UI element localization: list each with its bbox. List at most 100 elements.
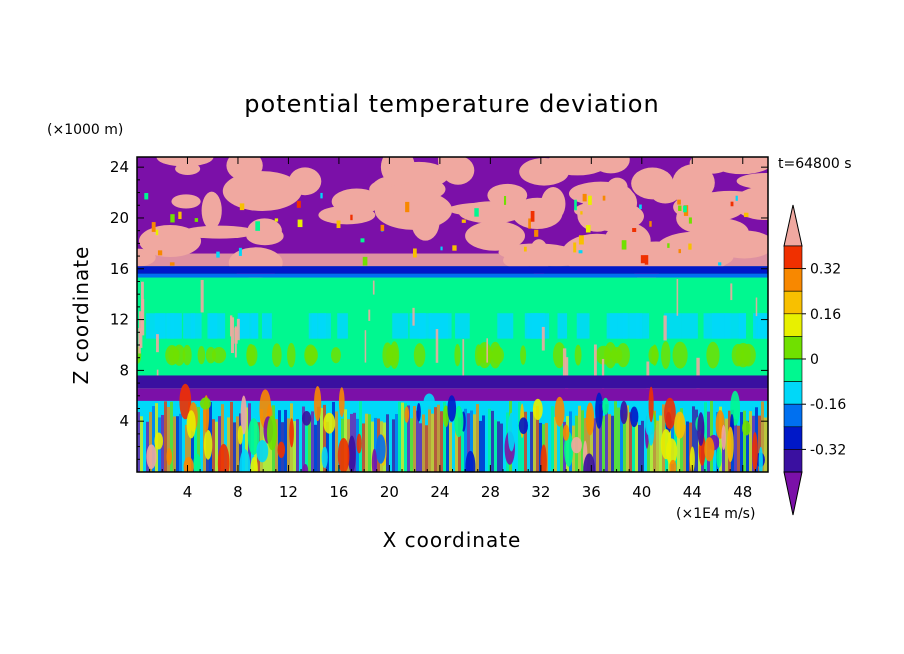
y-tick-label: 4 <box>119 412 129 430</box>
boundary-eddy <box>620 400 628 425</box>
upper-speck <box>649 221 652 227</box>
upper-patch <box>156 157 214 167</box>
middle-cyan-streak <box>429 313 452 339</box>
boundary-streak <box>548 407 551 472</box>
upper-patch <box>201 191 222 230</box>
boundary-eddy <box>217 443 230 472</box>
boundary-streak <box>422 414 425 472</box>
upper-speck <box>155 229 159 236</box>
colorbar-extend-top <box>783 204 803 247</box>
boundary-streak <box>737 425 740 472</box>
upper-speck <box>238 247 242 256</box>
middle-green-blob <box>305 346 318 365</box>
boundary-streak <box>305 425 308 472</box>
boundary-streak <box>245 407 248 472</box>
boundary-streak <box>704 402 707 472</box>
boundary-streak <box>194 404 197 472</box>
boundary-streak <box>452 414 455 472</box>
colorbar-box <box>783 245 803 269</box>
boundary-eddy <box>371 448 378 472</box>
boundary-streak <box>617 407 620 472</box>
layer-tropopause <box>137 266 768 274</box>
upper-speck <box>474 208 479 217</box>
boundary-streak <box>185 424 188 472</box>
boundary-eddy <box>540 444 547 472</box>
boundary-streak <box>320 407 323 472</box>
y-tick-label: 16 <box>110 260 129 278</box>
upper-speck <box>255 221 261 231</box>
middle-plume <box>435 329 439 363</box>
y-tick-label: 24 <box>110 158 129 176</box>
boundary-streak <box>329 425 332 472</box>
boundary-streak <box>236 416 239 472</box>
boundary-streak <box>602 415 605 472</box>
middle-cyan-streak <box>616 313 628 339</box>
boundary-streak <box>443 401 446 472</box>
middle-green-blob <box>389 341 400 369</box>
boundary-eddy <box>571 436 582 454</box>
boundary-streak <box>392 419 395 472</box>
contour-layers <box>137 157 768 472</box>
boundary-streak <box>395 414 398 472</box>
upper-speck <box>503 195 507 205</box>
boundary-eddy <box>595 392 603 429</box>
boundary-streak <box>764 417 767 472</box>
boundary-streak <box>482 415 485 472</box>
boundary-streak <box>314 424 317 472</box>
boundary-streak <box>428 405 431 472</box>
boundary-streak <box>287 418 290 472</box>
middle-green-blob <box>740 343 756 367</box>
boundary-streak <box>467 413 470 472</box>
colorbar-tick-label: 0.32 <box>810 262 841 278</box>
upper-speck <box>216 251 220 258</box>
upper-speck <box>588 195 592 205</box>
middle-cyan-streak <box>209 313 226 339</box>
middle-green-blob <box>552 342 566 369</box>
boundary-streak <box>440 411 443 472</box>
boundary-eddy <box>289 418 294 448</box>
boundary-streak <box>416 410 419 472</box>
colorbar-box <box>783 381 803 405</box>
upper-speck <box>744 212 749 218</box>
boundary-streak <box>749 411 752 472</box>
boundary-streak <box>335 411 338 472</box>
middle-plume <box>156 334 159 353</box>
upper-speck <box>578 250 583 254</box>
boundary-eddy <box>585 402 595 436</box>
upper-pink-band <box>137 253 768 267</box>
boundary-streak <box>371 421 374 472</box>
boundary-streak <box>311 411 314 472</box>
x-tick-label: 36 <box>582 483 601 501</box>
boundary-eddy <box>447 395 457 422</box>
upper-speck <box>718 262 722 266</box>
upper-speck <box>582 193 587 202</box>
boundary-eddy <box>704 437 715 462</box>
boundary-streak <box>221 404 224 472</box>
upper-patch <box>331 188 382 215</box>
y-unit-label: (×1000 m) <box>47 122 123 138</box>
upper-speck <box>573 242 577 253</box>
upper-speck <box>639 204 642 210</box>
middle-green-blob <box>610 346 623 364</box>
boundary-streak <box>449 422 452 472</box>
middle-plume <box>462 339 465 386</box>
colorbar-box <box>783 358 803 382</box>
middle-plume <box>368 309 371 321</box>
boundary-streak <box>215 421 218 472</box>
boundary-streak <box>692 406 695 472</box>
boundary-eddy <box>689 446 695 472</box>
boundary-streak <box>446 413 449 472</box>
upper-speck <box>274 218 279 222</box>
x-tick-label: 44 <box>683 483 702 501</box>
upper-speck <box>735 195 738 201</box>
boundary-streak <box>413 406 416 472</box>
boundary-eddy <box>507 412 516 452</box>
boundary-streak <box>740 412 743 472</box>
boundary-streak <box>152 406 155 472</box>
upper-speck <box>530 210 535 222</box>
upper-speck <box>169 262 175 266</box>
boundary-eddy <box>721 424 726 451</box>
colorbar-extend-bottom <box>783 471 803 516</box>
boundary-eddy <box>716 446 722 468</box>
